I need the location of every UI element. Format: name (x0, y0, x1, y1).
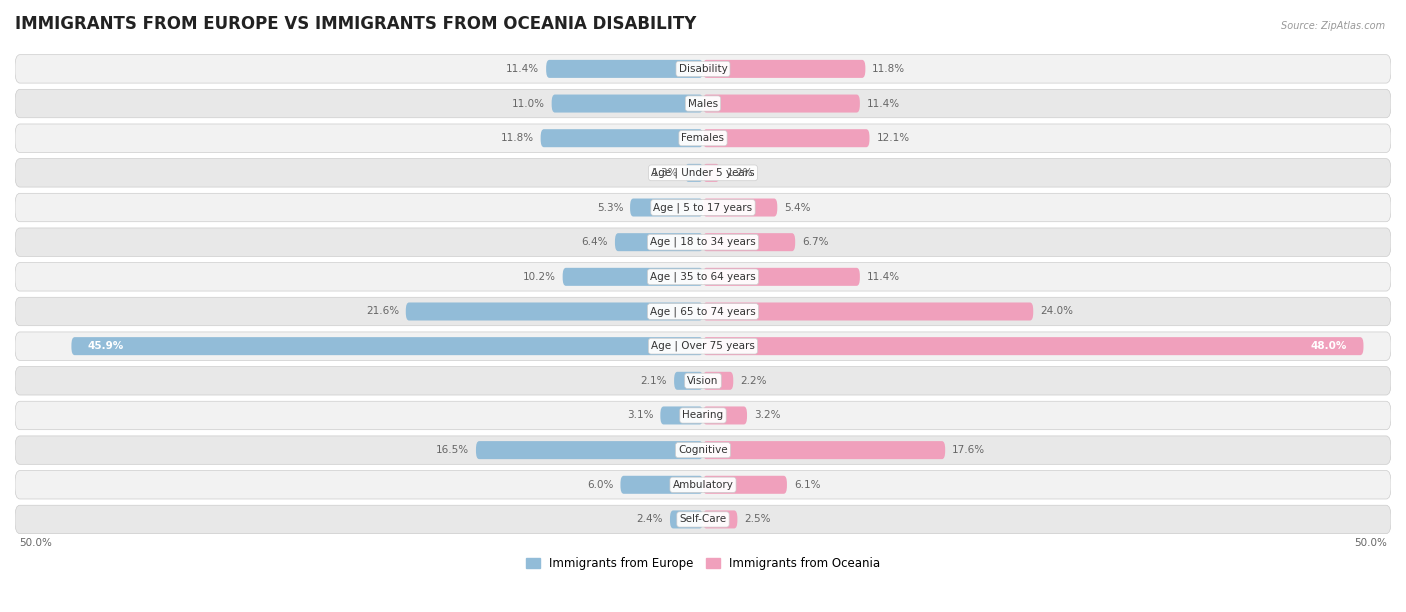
Text: 50.0%: 50.0% (1354, 538, 1386, 548)
Text: Hearing: Hearing (682, 411, 724, 420)
Text: Age | Over 75 years: Age | Over 75 years (651, 341, 755, 351)
Text: Disability: Disability (679, 64, 727, 74)
Text: 11.8%: 11.8% (501, 133, 534, 143)
Text: 24.0%: 24.0% (1040, 307, 1073, 316)
Text: 11.4%: 11.4% (866, 272, 900, 282)
FancyBboxPatch shape (15, 228, 1391, 256)
Text: 16.5%: 16.5% (436, 445, 470, 455)
FancyBboxPatch shape (15, 471, 1391, 499)
FancyBboxPatch shape (562, 268, 703, 286)
FancyBboxPatch shape (15, 436, 1391, 465)
Text: Females: Females (682, 133, 724, 143)
Text: 5.3%: 5.3% (596, 203, 623, 212)
FancyBboxPatch shape (551, 94, 703, 113)
Text: Vision: Vision (688, 376, 718, 386)
FancyBboxPatch shape (671, 510, 703, 528)
FancyBboxPatch shape (15, 54, 1391, 83)
FancyBboxPatch shape (546, 60, 703, 78)
FancyBboxPatch shape (15, 89, 1391, 118)
FancyBboxPatch shape (15, 401, 1391, 430)
FancyBboxPatch shape (15, 332, 1391, 360)
FancyBboxPatch shape (703, 164, 720, 182)
FancyBboxPatch shape (703, 198, 778, 217)
FancyBboxPatch shape (15, 159, 1391, 187)
Text: Self-Care: Self-Care (679, 515, 727, 524)
Text: 6.1%: 6.1% (794, 480, 820, 490)
Text: 11.4%: 11.4% (506, 64, 540, 74)
Text: 2.5%: 2.5% (744, 515, 770, 524)
FancyBboxPatch shape (72, 337, 703, 355)
Text: 2.1%: 2.1% (641, 376, 668, 386)
Text: 21.6%: 21.6% (366, 307, 399, 316)
FancyBboxPatch shape (703, 476, 787, 494)
Text: 5.4%: 5.4% (785, 203, 811, 212)
Text: 3.1%: 3.1% (627, 411, 654, 420)
Text: Males: Males (688, 99, 718, 108)
FancyBboxPatch shape (703, 372, 734, 390)
FancyBboxPatch shape (703, 268, 860, 286)
Text: Ambulatory: Ambulatory (672, 480, 734, 490)
FancyBboxPatch shape (614, 233, 703, 251)
FancyBboxPatch shape (703, 441, 945, 459)
FancyBboxPatch shape (661, 406, 703, 425)
Text: 2.4%: 2.4% (637, 515, 664, 524)
FancyBboxPatch shape (541, 129, 703, 147)
FancyBboxPatch shape (406, 302, 703, 321)
FancyBboxPatch shape (703, 406, 747, 425)
Text: IMMIGRANTS FROM EUROPE VS IMMIGRANTS FROM OCEANIA DISABILITY: IMMIGRANTS FROM EUROPE VS IMMIGRANTS FRO… (15, 15, 696, 33)
FancyBboxPatch shape (703, 510, 737, 528)
Text: 2.2%: 2.2% (740, 376, 766, 386)
FancyBboxPatch shape (703, 94, 860, 113)
FancyBboxPatch shape (15, 124, 1391, 152)
Text: 48.0%: 48.0% (1310, 341, 1347, 351)
FancyBboxPatch shape (477, 441, 703, 459)
Text: Age | 5 to 17 years: Age | 5 to 17 years (654, 203, 752, 213)
FancyBboxPatch shape (703, 129, 869, 147)
Text: 11.4%: 11.4% (866, 99, 900, 108)
Legend: Immigrants from Europe, Immigrants from Oceania: Immigrants from Europe, Immigrants from … (522, 552, 884, 575)
Text: Age | 18 to 34 years: Age | 18 to 34 years (650, 237, 756, 247)
FancyBboxPatch shape (703, 60, 865, 78)
FancyBboxPatch shape (15, 193, 1391, 222)
Text: 50.0%: 50.0% (20, 538, 52, 548)
FancyBboxPatch shape (620, 476, 703, 494)
FancyBboxPatch shape (15, 506, 1391, 534)
Text: 1.3%: 1.3% (652, 168, 678, 178)
FancyBboxPatch shape (703, 302, 1033, 321)
FancyBboxPatch shape (703, 233, 796, 251)
Text: 6.4%: 6.4% (582, 237, 607, 247)
Text: 10.2%: 10.2% (523, 272, 555, 282)
Text: Age | 65 to 74 years: Age | 65 to 74 years (650, 306, 756, 317)
FancyBboxPatch shape (630, 198, 703, 217)
Text: 6.0%: 6.0% (588, 480, 613, 490)
Text: Cognitive: Cognitive (678, 445, 728, 455)
Text: Age | 35 to 64 years: Age | 35 to 64 years (650, 272, 756, 282)
Text: 1.2%: 1.2% (727, 168, 752, 178)
Text: 11.0%: 11.0% (512, 99, 544, 108)
FancyBboxPatch shape (673, 372, 703, 390)
FancyBboxPatch shape (703, 337, 1364, 355)
Text: Age | Under 5 years: Age | Under 5 years (651, 168, 755, 178)
FancyBboxPatch shape (15, 297, 1391, 326)
Text: 11.8%: 11.8% (872, 64, 905, 74)
Text: 45.9%: 45.9% (89, 341, 124, 351)
Text: 17.6%: 17.6% (952, 445, 986, 455)
Text: 12.1%: 12.1% (876, 133, 910, 143)
Text: 3.2%: 3.2% (754, 411, 780, 420)
FancyBboxPatch shape (15, 367, 1391, 395)
FancyBboxPatch shape (15, 263, 1391, 291)
FancyBboxPatch shape (685, 164, 703, 182)
Text: 6.7%: 6.7% (801, 237, 828, 247)
Text: Source: ZipAtlas.com: Source: ZipAtlas.com (1281, 21, 1385, 31)
